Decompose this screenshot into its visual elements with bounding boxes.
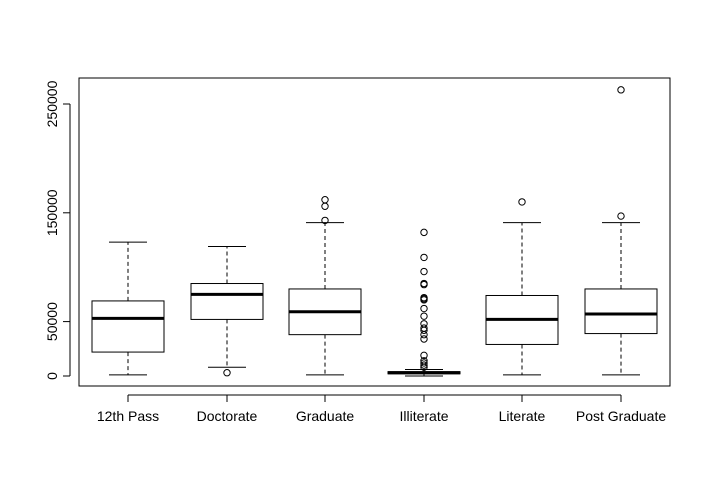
outlier-point	[617, 212, 625, 220]
x-tick-label: Literate	[499, 408, 546, 424]
outlier-point	[420, 357, 428, 365]
outlier-point	[420, 361, 428, 369]
outlier-point	[420, 279, 428, 288]
outlier-point	[321, 196, 329, 204]
outlier-point	[420, 304, 428, 313]
x-tick-label: Post Graduate	[576, 408, 666, 424]
outlier-point	[420, 228, 428, 237]
x-tick-label: Graduate	[296, 408, 355, 424]
outlier-point	[420, 312, 428, 320]
outlier-point	[420, 351, 428, 360]
outlier-point	[321, 216, 329, 225]
boxes-group	[91, 86, 658, 377]
y-axis: 0 50000 150000 250000	[44, 80, 71, 380]
outlier-point	[321, 202, 329, 210]
y-tick-label: 0	[44, 372, 60, 380]
y-tick-label: 150000	[44, 189, 60, 236]
outlier-point	[420, 320, 428, 328]
x-tick-label: 12th Pass	[97, 408, 159, 424]
box	[190, 283, 264, 320]
x-axis: 12th Pass Doctorate Graduate Illiterate Lite…	[97, 394, 666, 424]
outlier-point	[420, 253, 428, 262]
y-tick-label: 250000	[44, 80, 60, 127]
plot-frame	[78, 77, 671, 387]
box	[91, 300, 165, 353]
outlier-point	[420, 293, 428, 302]
outlier-point	[223, 369, 231, 377]
y-tick-label: 50000	[44, 302, 60, 341]
outlier-point	[420, 335, 428, 343]
outlier-point	[420, 359, 428, 367]
x-tick-label: Illiterate	[399, 408, 448, 424]
outlier-point	[518, 198, 526, 206]
outlier-point	[420, 267, 428, 276]
x-tick-label: Doctorate	[197, 408, 258, 424]
outlier-point	[617, 86, 625, 94]
box	[584, 288, 658, 335]
outlier-point	[420, 324, 428, 332]
